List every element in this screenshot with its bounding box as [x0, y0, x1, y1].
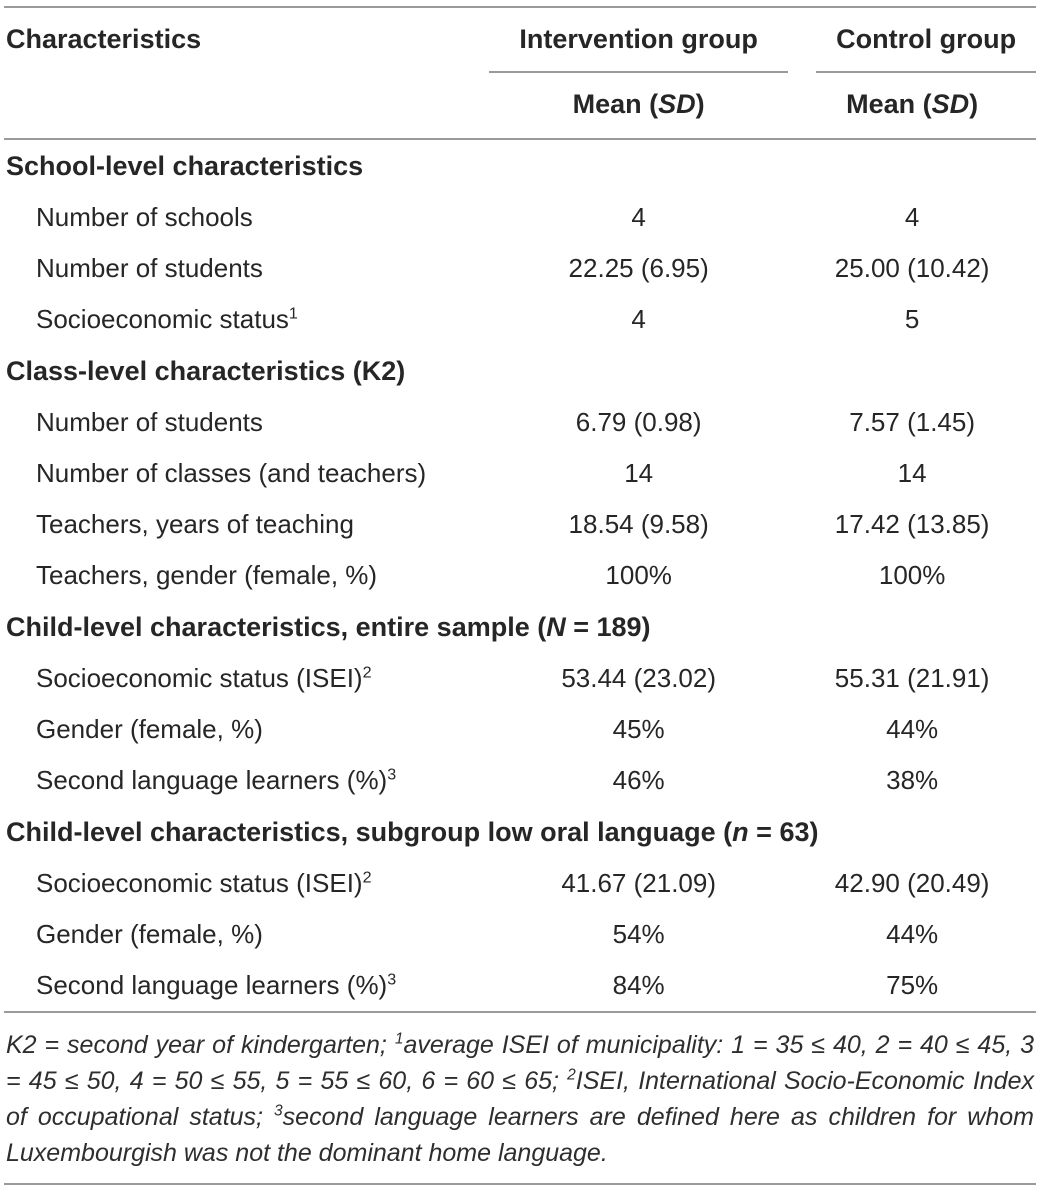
table-row: Number of schools 4 4 — [4, 192, 1036, 243]
row-label: Gender (female, %) — [36, 919, 263, 949]
section-header-child-level-entire: Child-level characteristics, entire samp… — [6, 612, 651, 642]
table-subheader-row: Mean (SD) Mean (SD) — [4, 89, 1036, 120]
table-row: Gender (female, %) 54% 44% — [4, 909, 1036, 960]
intervention-value: 53.44 (23.02) — [561, 663, 716, 693]
row-label: Second language learners (%)3 — [36, 765, 397, 795]
control-value: 14 — [897, 458, 927, 488]
control-value: 42.90 (20.49) — [834, 868, 990, 898]
table-row: Second language learners (%)3 46% 38% — [4, 755, 1036, 806]
section-header-child-level-subgroup: Child-level characteristics, subgroup lo… — [6, 817, 819, 847]
body-footnote-rule — [4, 1011, 1036, 1013]
col-header-intervention-group: Intervention group — [489, 24, 789, 73]
control-value: 4 — [904, 202, 920, 232]
row-label: Second language learners (%)3 — [36, 970, 397, 1000]
col-header-control-group: Control group — [816, 24, 1036, 73]
table-row: Number of students 22.25 (6.95) 25.00 (1… — [4, 243, 1036, 294]
footnote-marker: 3 — [387, 970, 397, 989]
intervention-value: 4 — [631, 202, 646, 232]
section-header-class-level: Class-level characteristics (K2) — [6, 356, 406, 386]
control-value: 75% — [886, 970, 939, 1000]
control-value: 38% — [886, 765, 939, 795]
row-label: Socioeconomic status (ISEI)2 — [36, 868, 372, 898]
intervention-value: 100% — [605, 560, 672, 590]
table-row: Teachers, gender (female, %) 100% 100% — [4, 550, 1036, 601]
control-value: 7.57 (1.45) — [849, 407, 975, 437]
control-value: 5 — [904, 304, 920, 334]
section-header-school-level: School-level characteristics — [6, 151, 364, 181]
subheader-mean-sd-intervention: Mean (SD) — [572, 89, 705, 119]
row-label: Number of students — [36, 407, 263, 437]
row-label: Gender (female, %) — [36, 714, 263, 744]
intervention-value: 22.25 (6.95) — [568, 253, 709, 283]
table-row: Gender (female, %) 45% 44% — [4, 704, 1036, 755]
row-label: Number of classes (and teachers) — [36, 458, 427, 488]
footnote-marker: 2 — [362, 663, 372, 682]
top-rule — [4, 6, 1036, 8]
table-row: Socioeconomic status1 4 5 — [4, 294, 1036, 345]
table-row: Socioeconomic status (ISEI)2 41.67 (21.0… — [4, 858, 1036, 909]
table-header-row: Characteristics Intervention group Contr… — [4, 8, 1036, 73]
subheader-mean-sd-control: Mean (SD) — [846, 89, 979, 119]
control-value: 100% — [878, 560, 946, 590]
row-label: Teachers, years of teaching — [36, 509, 354, 539]
control-value: 44% — [886, 714, 939, 744]
control-value: 44% — [886, 919, 939, 949]
intervention-value: 6.79 (0.98) — [575, 407, 702, 437]
table-row: Number of classes (and teachers) 14 14 — [4, 448, 1036, 499]
intervention-value: 41.67 (21.09) — [561, 868, 716, 898]
footnote-marker: 2 — [567, 1066, 576, 1084]
table-row: Teachers, years of teaching 18.54 (9.58)… — [4, 499, 1036, 550]
row-label: Socioeconomic status (ISEI)2 — [36, 663, 372, 693]
footnote-marker: 1 — [288, 304, 298, 323]
control-value: 55.31 (21.91) — [834, 663, 990, 693]
control-value: 25.00 (10.42) — [834, 253, 990, 283]
table-footnote: K2 = second year of kindergarten; 1avera… — [6, 1030, 1035, 1167]
table-row: Number of students 6.79 (0.98) 7.57 (1.4… — [4, 397, 1036, 448]
header-body-rule — [4, 138, 1036, 140]
row-label: Socioeconomic status1 — [36, 304, 298, 334]
row-label: Number of students — [36, 253, 263, 283]
control-value: 17.42 (13.85) — [834, 509, 990, 539]
row-label: Number of schools — [36, 202, 253, 232]
table-row: Socioeconomic status (ISEI)2 53.44 (23.0… — [4, 653, 1036, 704]
footnote-marker: 3 — [274, 1102, 283, 1120]
row-label: Teachers, gender (female, %) — [36, 560, 378, 590]
intervention-value: 84% — [612, 970, 665, 1000]
intervention-value: 54% — [612, 919, 665, 949]
intervention-value: 45% — [612, 714, 665, 744]
intervention-value: 14 — [624, 458, 654, 488]
footnote-marker: 2 — [362, 868, 372, 887]
intervention-value: 46% — [612, 765, 665, 795]
intervention-value: 4 — [631, 304, 646, 334]
table-row: Second language learners (%)3 84% 75% — [4, 960, 1036, 1011]
footnote-marker: 1 — [394, 1030, 404, 1048]
col-header-characteristics: Characteristics — [6, 24, 202, 54]
bottom-rule — [4, 1183, 1036, 1185]
intervention-value: 18.54 (9.58) — [568, 509, 709, 539]
footnote-marker: 3 — [387, 765, 397, 784]
